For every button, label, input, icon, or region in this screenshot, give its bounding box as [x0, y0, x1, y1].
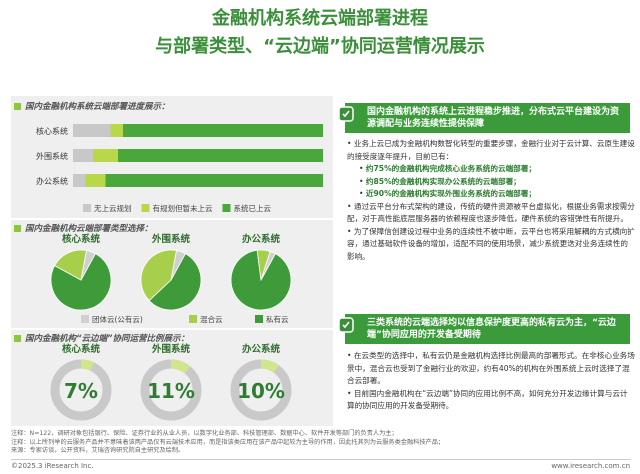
legend-label: 无上云规划 [94, 203, 132, 213]
footnote-line-2: 注释：以上所列举的云服务产品并不意味着该两产品仅有云端技术应用，而是指该类应用在… [11, 438, 445, 446]
right-body-2: • 在云类型的选择中，私有云仍是金融机构选择比例最高的部署形式。在非核心业务场景… [347, 350, 635, 413]
title-line2: 与部署类型、“云边端”协同运营情况展示 [155, 36, 485, 57]
pie-slice [140, 249, 178, 302]
section-marker-icon [14, 103, 21, 110]
legend-swatch [83, 204, 91, 212]
pie-slice [230, 249, 292, 311]
right-body-1: • 业务上云已成为金融机构数智化转型的重要步骤，金融行业对于云计算、云原生建设的… [347, 138, 635, 263]
bar-category-label: 核心系统 [36, 126, 68, 136]
right-bullet-2: • 约85%的金融机构实现办公系统的云端部署； [359, 176, 521, 186]
legend-label: 私有云 [266, 314, 289, 324]
footnote: 注释：N=122，调研对象包括银行、保险、证券行业的从业人员，以数字化业务部、科… [11, 430, 631, 456]
pie-slice [54, 249, 88, 281]
website: www.iresearch.com.cn [551, 462, 630, 470]
donut-title: 核心系统 [62, 343, 101, 355]
legend-label: 有规划但暂未上云 [153, 203, 213, 213]
title-line1: 金融机构系统云端部署进程 [212, 8, 428, 29]
bar-segment [85, 174, 106, 187]
pill-icon [338, 106, 354, 122]
bar-segment [110, 124, 123, 137]
bar-segment [93, 149, 118, 162]
copyright: ©2025.3 iResearch Inc. [11, 462, 94, 470]
bar-segment [73, 149, 93, 162]
legend-swatch [255, 315, 263, 323]
pie-title: 办公系统 [242, 233, 281, 245]
pie-slice [148, 253, 202, 311]
pie-slice [80, 250, 96, 281]
right-para-4: • 在云类型的选择中，私有云仍是金融机构选择比例最高的部署形式。在非核心业务场景… [347, 351, 635, 385]
right-heading-1: 国内金融机构的系统上云进程稳步推进，分布式云平台建设为资源调配与业务连续性提供保… [345, 103, 630, 133]
pie-title: 外围系统 [151, 233, 191, 245]
pie-slice [260, 250, 276, 281]
legend-swatch [222, 204, 231, 212]
progress-section-title: 国内金融机构系统云端部署进度展示： [14, 100, 170, 112]
right-para-5: • 目前国内金融机构在“云边端”协同的应用比例不高，如何充分开发边缘计算与云计算… [347, 388, 628, 411]
legend-label: 混合云 [200, 314, 223, 324]
pill-icon [338, 317, 354, 333]
right-bullet-3: • 近90%的金融机构实现外围业务系统的云端部署； [359, 189, 536, 198]
cloud-edge-donut-charts: 核心系统 7% 外围系统 11% 办公系统 10% [50, 343, 292, 421]
right-para-2: • 通过云平台分布式架构的建设，传统的硬件资源被平台虚拟化，根据业务需求按需分配… [347, 201, 635, 224]
right-heading-2: 三类系统的云端选择均以信息保护度更高的私有云为主，“云边端”协同应用的开发备受期… [345, 314, 630, 344]
donut-title: 外围系统 [151, 343, 191, 355]
bar-segment [73, 174, 86, 187]
right-para-3: • 为了保障信创建设过程中业务的连续性不被中断，云平台也将采用解耦的方式横向扩容… [347, 226, 635, 261]
footnote-line-3: 来源：专家访谈，公开资料，艾瑞咨询研究院自主研究及绘制。 [11, 447, 185, 454]
bar-segment [123, 124, 323, 137]
donut-title: 办公系统 [242, 343, 281, 355]
cloud-edge-section-title: 国内金融机构“云边端”协同运营比例展示： [14, 332, 189, 344]
legend-label: 团体云(公有云) [92, 314, 143, 324]
pie-title: 核心系统 [62, 233, 101, 245]
section-marker-icon [14, 335, 21, 342]
legend-swatch [81, 315, 89, 323]
right-para-1: • 业务上云已成为金融机构数智化转型的重要步骤，金融行业对于云计算、云原生建设的… [347, 139, 635, 161]
bar-segment [73, 124, 111, 137]
donut-arc [170, 359, 191, 374]
right-bullet-1: • 约75%的金融机构完成核心业务系统的云端部署； [359, 164, 536, 173]
pie-slice [50, 253, 112, 311]
bar-segment [105, 174, 323, 187]
bar-category-label: 外围系统 [36, 151, 68, 161]
donut-arc [80, 359, 94, 371]
footer-divider [11, 459, 631, 460]
bar-category-label: 办公系统 [36, 176, 68, 186]
donut-value-label: 7% [64, 379, 98, 403]
section-marker-icon [14, 225, 21, 232]
legend-label: 系统已上云 [234, 203, 272, 213]
footnote-line-1: 注释：N=122，调研对象包括银行、保险、证券行业的从业人员，以数字化业务部、科… [11, 430, 398, 437]
legend-swatch [189, 315, 197, 323]
bar-segment [118, 149, 323, 162]
donut-value-label: 11% [147, 379, 195, 403]
donut-arc [260, 359, 279, 373]
pie-slice [170, 250, 186, 281]
cloud-type-section-title: 国内金融机构云端部署类型选择： [14, 222, 153, 234]
donut-value-label: 10% [237, 379, 285, 403]
legend-swatch [141, 204, 150, 212]
